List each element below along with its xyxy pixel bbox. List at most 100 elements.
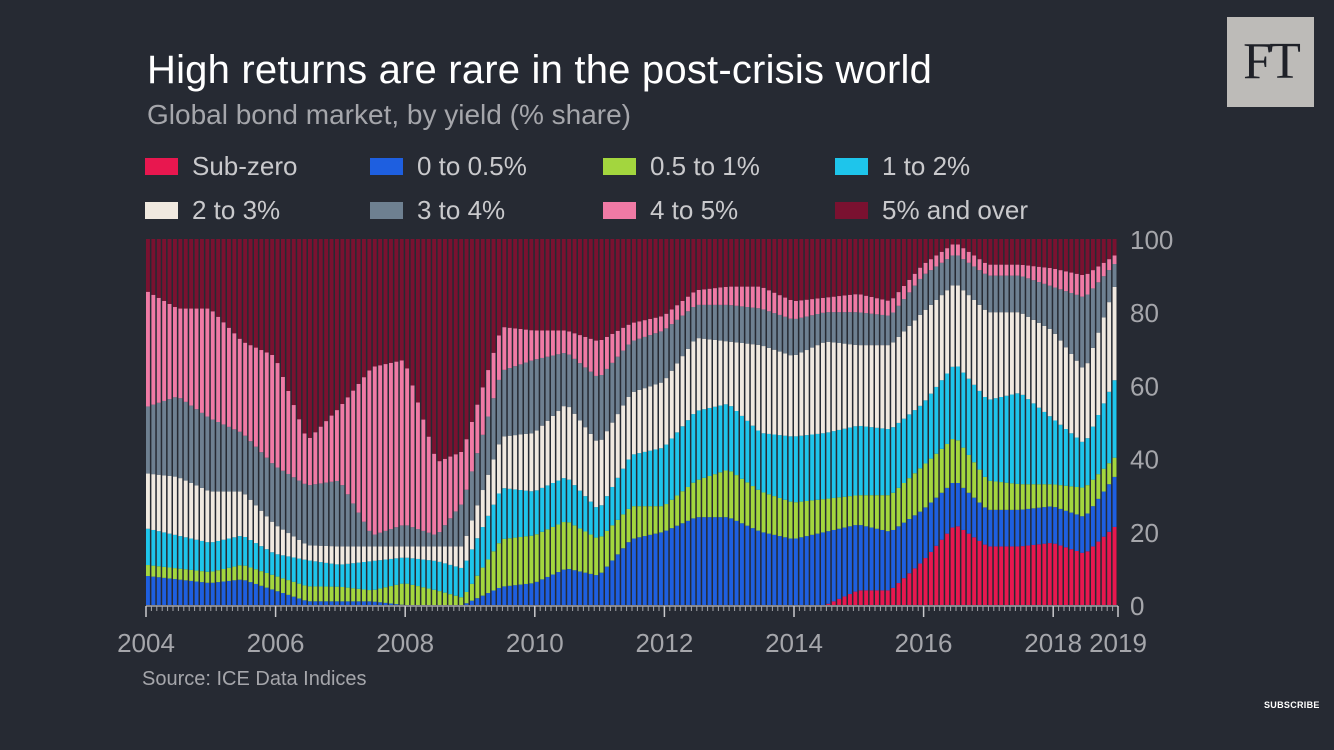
bar-segment xyxy=(772,434,777,497)
bar-segment xyxy=(686,296,690,312)
bar-segment xyxy=(156,239,161,298)
bar-segment xyxy=(767,239,771,291)
bar-segment xyxy=(1112,239,1117,256)
bar-segment xyxy=(1080,552,1085,605)
bar-segment xyxy=(318,483,323,546)
bar-segment xyxy=(680,239,685,301)
bar-segment xyxy=(918,511,923,564)
bar-segment xyxy=(286,473,291,534)
bar-segment xyxy=(221,539,226,570)
bar-segment xyxy=(324,562,329,587)
bar-segment xyxy=(972,497,977,538)
bar-segment xyxy=(551,574,555,605)
bar-segment xyxy=(891,492,896,530)
bar-segment xyxy=(626,344,631,397)
bar-segment xyxy=(399,360,404,526)
bar-segment xyxy=(977,390,982,470)
bar-segment xyxy=(918,405,923,469)
bar-segment xyxy=(621,405,626,469)
bar-segment xyxy=(556,330,561,355)
bar-segment xyxy=(853,495,858,526)
bar-segment xyxy=(151,529,156,566)
subscribe-button[interactable]: SUBSCRIBE xyxy=(1264,700,1320,710)
bar-segment xyxy=(221,322,226,425)
bar-segment xyxy=(156,402,161,475)
bar-segment xyxy=(1064,429,1068,486)
bar-segment xyxy=(972,300,977,385)
bar-segment xyxy=(675,319,680,364)
bar-segment xyxy=(183,239,188,309)
bar-segment xyxy=(567,407,572,480)
bar-segment xyxy=(675,363,680,433)
bar-segment xyxy=(939,492,944,540)
bar-segment xyxy=(761,287,766,310)
bar-segment xyxy=(497,444,501,494)
bar-segment xyxy=(686,239,690,297)
bar-segment xyxy=(659,448,663,507)
bar-segment xyxy=(524,583,528,605)
bar-segment xyxy=(880,428,885,496)
bar-segment xyxy=(318,586,323,602)
bar-segment xyxy=(507,488,512,539)
bar-segment xyxy=(210,571,215,583)
legend-swatch xyxy=(370,157,403,175)
bar-segment xyxy=(869,313,874,346)
bar-segment xyxy=(669,239,674,310)
bar-segment xyxy=(551,355,555,416)
bar-segment xyxy=(475,538,480,576)
bar-segment xyxy=(329,601,334,605)
bar-segment xyxy=(448,564,453,595)
bar-segment xyxy=(788,300,793,319)
bar-segment xyxy=(340,546,345,565)
bar-segment xyxy=(405,368,410,526)
bar-segment xyxy=(216,422,221,492)
bar-segment xyxy=(324,421,329,483)
bar-segment xyxy=(632,239,636,323)
bar-segment xyxy=(912,273,917,286)
bar-segment xyxy=(977,502,982,541)
bar-segment xyxy=(221,424,226,492)
bar-segment xyxy=(335,564,339,587)
bar-segment xyxy=(664,530,669,605)
bar-segment xyxy=(167,239,172,304)
bar-segment xyxy=(783,316,788,354)
bar-segment xyxy=(497,493,501,544)
bar-segment xyxy=(723,404,728,471)
bar-segment xyxy=(945,259,950,291)
bar-segment xyxy=(745,420,750,483)
bar-segment xyxy=(702,517,707,605)
bar-segment xyxy=(648,335,653,387)
bar-segment xyxy=(146,576,150,605)
bar-segment xyxy=(572,413,577,486)
bar-segment xyxy=(1074,486,1079,515)
bar-segment xyxy=(918,267,923,279)
legend-item: 2 to 3% xyxy=(145,195,280,225)
bar-segment xyxy=(794,318,798,355)
bar-segment xyxy=(621,327,626,351)
bar-segment xyxy=(329,239,334,416)
bar-segment xyxy=(929,458,933,503)
bar-segment xyxy=(1020,546,1025,605)
bar-segment xyxy=(297,598,302,605)
bar-segment xyxy=(545,239,550,331)
bar-segment xyxy=(1037,322,1041,408)
bar-segment xyxy=(826,432,831,499)
bar-segment xyxy=(345,587,350,602)
bar-segment xyxy=(443,592,447,605)
bar-segment xyxy=(356,601,361,605)
bar-segment xyxy=(572,485,577,526)
bar-segment xyxy=(291,581,296,597)
bar-segment xyxy=(891,342,896,428)
bar-segment xyxy=(923,262,928,274)
bar-segment xyxy=(308,545,312,561)
bar-segment xyxy=(999,482,1004,510)
bar-segment xyxy=(1010,312,1014,395)
bar-segment xyxy=(1047,484,1052,507)
bar-segment xyxy=(686,420,690,487)
bar-segment xyxy=(259,546,264,572)
bar-segment xyxy=(610,239,615,334)
bar-segment xyxy=(999,264,1004,276)
bar-segment xyxy=(875,427,879,496)
bar-segment xyxy=(923,558,928,605)
bar-segment xyxy=(929,270,933,305)
